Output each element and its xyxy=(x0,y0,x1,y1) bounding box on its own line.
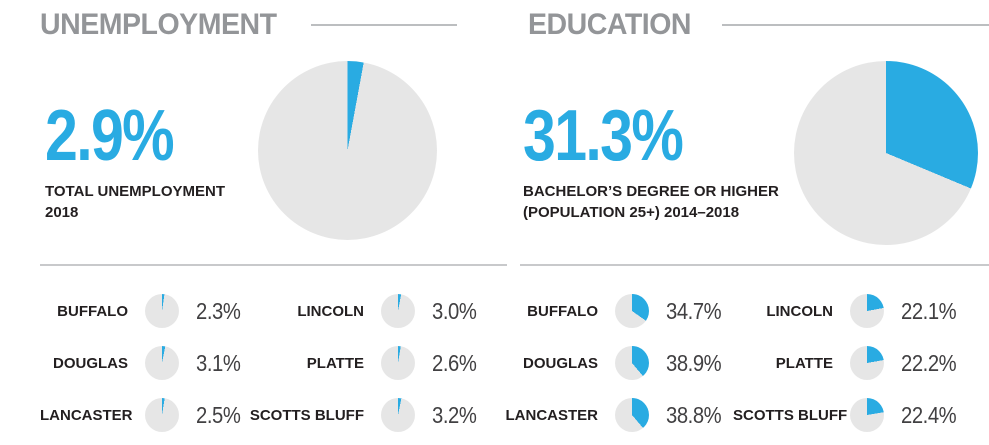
county-label: SCOTTS BLUFF xyxy=(733,406,848,424)
county-row: DOUGLAS 38.9% xyxy=(498,346,729,380)
county-label: PLATTE xyxy=(775,354,833,372)
county-label: SCOTTS BLUFF xyxy=(249,406,364,424)
county-row: BUFFALO 2.3% xyxy=(40,294,246,328)
header-rule xyxy=(721,24,989,26)
unemployment-county-column-1: BUFFALO 2.3% DOUGLAS 3.1% LANCASTER 2.5% xyxy=(40,294,246,432)
county-value: 2.6% xyxy=(432,349,477,376)
education-stat: 31.3% BACHELOR’S DEGREE OR HIGHER (POPUL… xyxy=(523,100,779,223)
county-row: PLATTE 22.2% xyxy=(733,346,964,380)
county-row: LINCOLN 3.0% xyxy=(240,294,482,328)
unemployment-stat-label-line2: 2018 xyxy=(45,204,79,221)
county-label: BUFFALO xyxy=(527,302,598,320)
education-county-column-2: LINCOLN 22.1% PLATTE 22.2% SCOTTS BLUFF … xyxy=(733,294,964,432)
county-pie-chart xyxy=(145,346,179,380)
county-value: 2.5% xyxy=(196,401,241,428)
county-value: 3.0% xyxy=(432,297,477,324)
unemployment-section-divider xyxy=(40,264,507,266)
county-row: DOUGLAS 3.1% xyxy=(40,346,246,380)
county-row: LANCASTER 2.5% xyxy=(40,398,246,432)
county-value: 22.4% xyxy=(901,401,957,428)
unemployment-stat-label-line1: TOTAL UNEMPLOYMENT xyxy=(45,183,225,200)
unemployment-county-column-2: LINCOLN 3.0% PLATTE 2.6% SCOTTS BLUFF 3.… xyxy=(240,294,482,432)
unemployment-title: UNEMPLOYMENT xyxy=(40,8,277,41)
education-stat-label-line1: BACHELOR’S DEGREE OR HIGHER xyxy=(523,183,779,200)
county-pie-chart xyxy=(850,294,884,328)
county-row: BUFFALO 34.7% xyxy=(498,294,729,328)
unemployment-stat-label: TOTAL UNEMPLOYMENT 2018 xyxy=(45,181,225,223)
unemployment-stat: 2.9% TOTAL UNEMPLOYMENT 2018 xyxy=(45,100,225,223)
county-pie-chart xyxy=(615,346,649,380)
county-pie-chart xyxy=(381,346,415,380)
education-header: EDUCATION xyxy=(528,10,989,40)
county-pie-chart xyxy=(850,346,884,380)
county-pie-chart xyxy=(615,294,649,328)
county-row: SCOTTS BLUFF 22.4% xyxy=(733,398,964,432)
education-stat-value: 31.3% xyxy=(523,96,684,176)
education-title: EDUCATION xyxy=(528,8,692,41)
county-pie-chart xyxy=(145,294,179,328)
county-row: LANCASTER 38.8% xyxy=(498,398,729,432)
county-value: 22.2% xyxy=(901,349,957,376)
education-pie-chart xyxy=(794,61,978,245)
county-label: PLATTE xyxy=(306,354,364,372)
county-label: LANCASTER xyxy=(505,406,599,424)
county-label: BUFFALO xyxy=(57,302,128,320)
county-pie-chart xyxy=(615,398,649,432)
county-row: PLATTE 2.6% xyxy=(240,346,482,380)
county-label: LINCOLN xyxy=(766,302,833,320)
county-value: 38.9% xyxy=(666,349,722,376)
county-value: 22.1% xyxy=(901,297,957,324)
unemployment-stat-value: 2.9% xyxy=(45,96,175,176)
unemployment-pie-chart xyxy=(258,61,437,240)
county-pie-chart xyxy=(381,294,415,328)
county-label: DOUGLAS xyxy=(523,354,598,372)
county-label: LANCASTER xyxy=(40,406,133,424)
education-section-divider xyxy=(520,264,989,266)
education-stat-label: BACHELOR’S DEGREE OR HIGHER (POPULATION … xyxy=(523,181,779,223)
county-pie-chart xyxy=(381,398,415,432)
county-value: 3.1% xyxy=(196,349,241,376)
county-value: 34.7% xyxy=(666,297,722,324)
county-pie-chart xyxy=(850,398,884,432)
unemployment-header: UNEMPLOYMENT xyxy=(40,10,457,40)
county-value: 38.8% xyxy=(666,401,722,428)
county-label: DOUGLAS xyxy=(53,354,128,372)
education-stat-label-line2: (POPULATION 25+) 2014–2018 xyxy=(523,204,740,221)
county-value: 3.2% xyxy=(432,401,477,428)
header-rule xyxy=(311,24,457,26)
county-label: LINCOLN xyxy=(297,302,364,320)
county-value: 2.3% xyxy=(196,297,241,324)
county-pie-chart xyxy=(145,398,179,432)
county-row: LINCOLN 22.1% xyxy=(733,294,964,328)
county-row: SCOTTS BLUFF 3.2% xyxy=(240,398,482,432)
education-county-column-1: BUFFALO 34.7% DOUGLAS 38.9% LANCASTER 38… xyxy=(498,294,729,432)
